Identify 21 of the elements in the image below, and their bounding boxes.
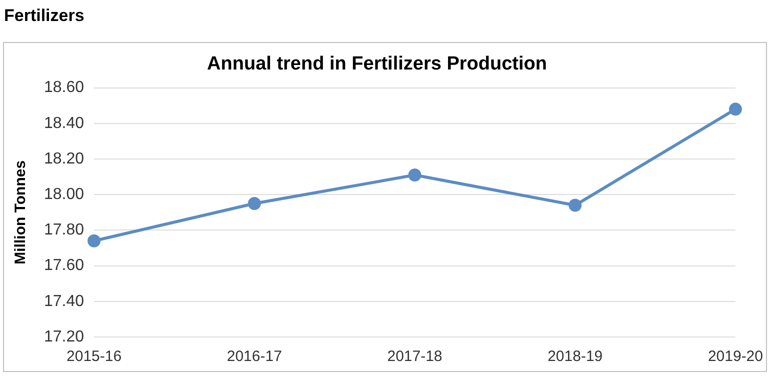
x-tick-label: 2017-18 — [387, 348, 442, 366]
y-tick-label: 18.00 — [44, 186, 84, 204]
x-tick-label: 2019-20 — [708, 348, 764, 366]
point — [728, 102, 742, 116]
y-tick-label: 18.60 — [44, 79, 84, 96]
point — [408, 168, 422, 182]
y-tick-label: 17.80 — [44, 222, 84, 239]
y-tick-label: 17.40 — [44, 292, 84, 310]
chart-title: Annual trend in Fertilizers Production — [207, 54, 547, 75]
x-tick-label: 2016-17 — [226, 348, 282, 366]
point — [568, 198, 582, 212]
text: Fertilizers — [4, 6, 84, 26]
x-tick-label: 2015-16 — [66, 348, 122, 366]
y-axis-title: Million Tonnes — [12, 160, 30, 264]
y-tick-label: 17.60 — [44, 257, 84, 274]
y-tick-label: 17.20 — [44, 328, 84, 346]
y-tick-label: 18.20 — [44, 150, 84, 168]
x-tick-label: 2018-19 — [548, 348, 603, 366]
point — [248, 197, 261, 210]
point — [88, 234, 101, 248]
y-tick-label: 18.40 — [44, 114, 84, 132]
